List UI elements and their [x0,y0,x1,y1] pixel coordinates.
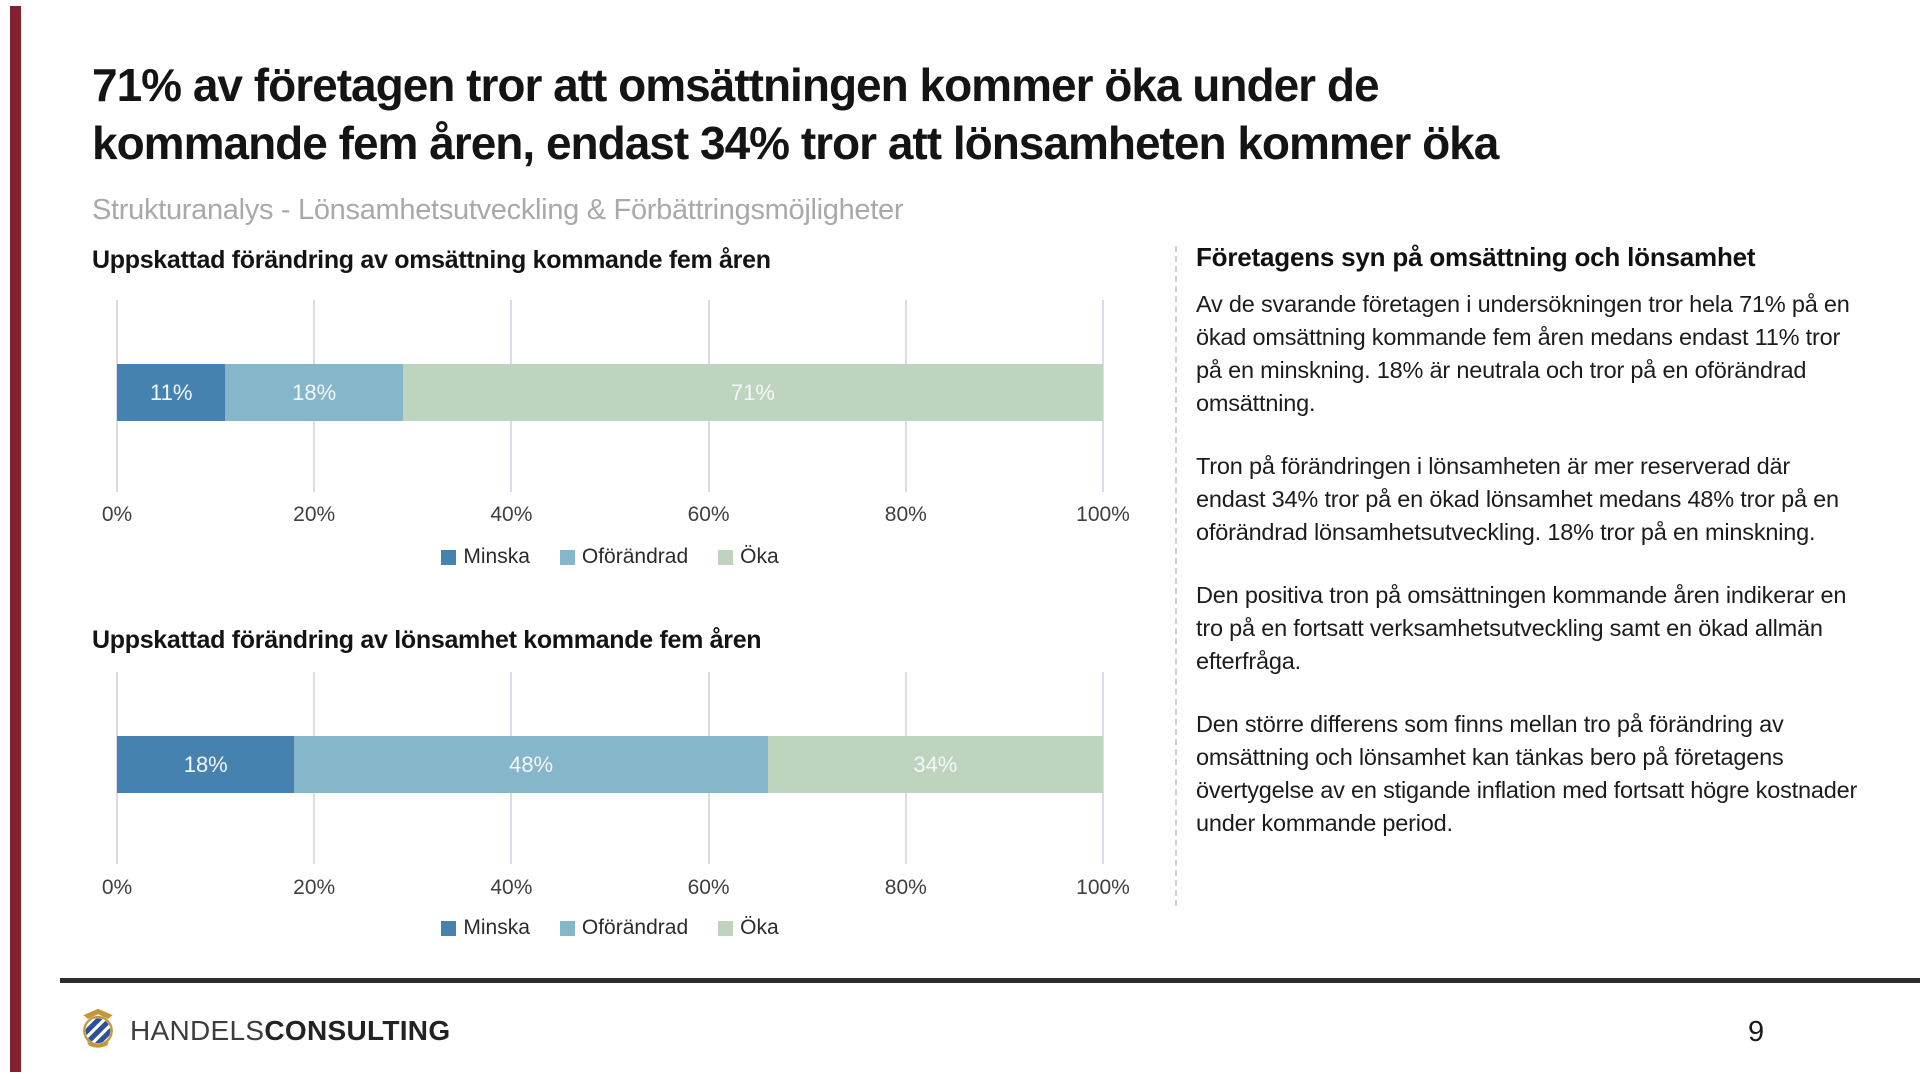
axis-tick-label: 100% [1076,503,1130,526]
commentary-paragraph: Den positiva tron på omsättningen komman… [1196,582,1847,674]
legend-swatch [718,549,734,565]
slide-subtitle: Strukturanalys - Lönsamhetsutveckling & … [92,194,904,226]
axis-tick-label: 20% [293,876,336,899]
handelsconsulting-logo: HANDELSCONSULTING [76,1006,450,1055]
axis-tick-label: 60% [687,503,730,526]
gridline [1102,300,1104,492]
left-accent-bar [10,6,21,1072]
stacked-bar: 11% 18% 71% [117,364,1103,421]
axis-tick-label: 0% [101,503,133,526]
bar-segment-öka: 71% [402,364,1103,421]
legend-item: Oförändrad [559,545,689,569]
legend-swatch [559,920,575,936]
axis-tick-label: 0% [101,876,133,899]
axis-tick-label: 60% [687,876,730,899]
commentary-paragraph: Tron på förändringen i lönsamheten är me… [1196,453,1839,545]
chart1-title: Uppskattad förändring av omsättning komm… [92,246,771,274]
legend-label: Oförändrad [581,545,689,568]
chart2-title: Uppskattad förändring av lönsamhet komma… [92,626,762,654]
commentary-panel: Företagens syn på omsättning och lönsamh… [1196,242,1864,870]
bar-segment-oförändrad: 48% [294,736,768,793]
slide-title-line2: kommande fem åren, endast 34% tror att l… [92,117,1499,169]
commentary-paragraph: Av de svarande företagen i undersökninge… [1196,291,1850,416]
legend-item: Minska [441,916,530,940]
vertical-dashed-divider [1175,246,1177,906]
commentary-paragraph: Den större differens som finns mellan tr… [1196,711,1858,836]
x-axis: 0% 20% 40% 60% 80% 100% [102,876,1130,906]
legend-item: Oförändrad [559,916,689,940]
legend: Minska Oförändrad Öka [117,545,1103,569]
slide-title-line1: 71% av företagen tror att omsättningen k… [92,59,1380,111]
legend-swatch [441,549,457,565]
axis-tick-label: 40% [490,503,533,526]
legend-label: Minska [463,916,530,939]
crest-logo-icon [76,1006,120,1055]
page-number: 9 [1748,1016,1765,1048]
plot-area: 18% 48% 34% [116,672,1104,864]
commentary-heading: Företagens syn på omsättning och lönsamh… [1196,242,1756,272]
x-axis: 0% 20% 40% 60% 80% 100% [102,503,1130,533]
legend-item: Öka [718,916,779,940]
gridline [1102,672,1104,864]
bar-segment-minska: 11% [117,364,226,421]
axis-tick-label: 20% [293,503,336,526]
legend: Minska Oförändrad Öka [117,916,1103,940]
logo-wordmark: HANDELSCONSULTING [130,1015,450,1047]
axis-tick-label: 80% [884,503,927,526]
axis-tick-label: 100% [1076,876,1130,899]
legend-swatch [559,549,575,565]
bar-segment-oförändrad: 18% [225,364,403,421]
bar-segment-minska: 18% [117,736,295,793]
bar-segment-öka: 34% [767,736,1103,793]
slide-title: 71% av företagen tror att omsättningen k… [92,56,1852,172]
legend-label: Minska [463,545,530,568]
legend-swatch [441,920,457,936]
legend-label: Öka [740,545,779,568]
stacked-bar: 18% 48% 34% [117,736,1103,793]
legend-item: Minska [441,545,530,569]
axis-tick-label: 80% [884,876,927,899]
logo-text-regular: HANDELS [130,1014,265,1046]
legend-item: Öka [718,545,779,569]
axis-tick-label: 40% [490,876,533,899]
footer-divider [60,978,1920,983]
logo-text-bold: CONSULTING [264,1014,451,1046]
legend-label: Öka [740,916,779,939]
legend-swatch [718,920,734,936]
legend-label: Oförändrad [581,916,689,939]
plot-area: 11% 18% 71% [116,300,1104,492]
